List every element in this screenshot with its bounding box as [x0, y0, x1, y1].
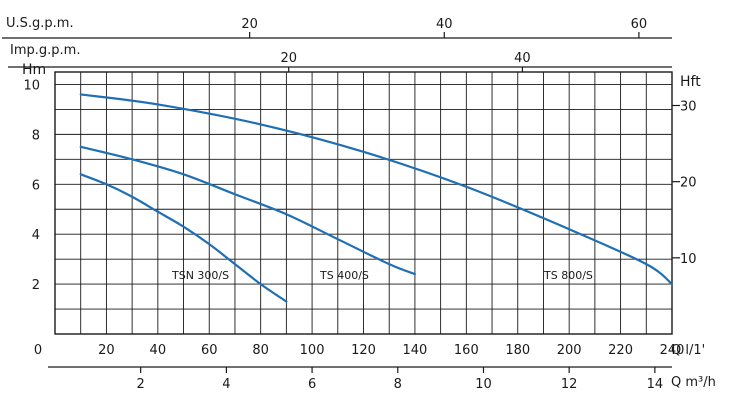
curve-label-ts800: TS 800/S	[543, 269, 593, 282]
curve-ts-400-s	[79, 145, 417, 276]
y-left-axis-label: Hm	[22, 62, 46, 78]
y-left-tick-label: 4	[32, 228, 40, 243]
x-lmin-tick-label: 180	[505, 343, 530, 358]
y-left-tick-label: 10	[23, 78, 40, 93]
x-lmin-tick-label: 160	[454, 343, 479, 358]
x-lmin-tick-label: 60	[201, 343, 218, 358]
x-lmin-ticks: 0 20 40 60 80 100 120 140 160 180 200 220 240	[34, 343, 685, 358]
y-left-tick-label: 2	[32, 278, 40, 293]
x-m3h-ticks: 2 4 6 8 10 12 14	[137, 367, 664, 392]
usgpm-axis-label: U.S.g.p.m.	[6, 16, 74, 31]
usgpm-ticks: 20 40 60	[241, 17, 647, 38]
x-lmin-tick-label: 40	[150, 343, 167, 358]
plot-frame	[54, 71, 673, 335]
usgpm-tick-label: 60	[631, 17, 648, 32]
usgpm-tick-label: 20	[241, 17, 258, 32]
y-right-axis-label: Hft	[680, 74, 701, 90]
chart-grid	[55, 72, 672, 334]
impgpm-axis-label: Imp.g.p.m.	[10, 43, 80, 58]
x-lmin-tick-label: 140	[403, 343, 428, 358]
x-lmin-tick-label: 20	[98, 343, 115, 358]
y-right-tick-label: 30	[680, 100, 697, 115]
x-m3h-tick-label: 4	[222, 377, 230, 392]
x-lmin-tick-label: 200	[557, 343, 582, 358]
x-lmin-tick-label: 100	[300, 343, 325, 358]
x-lmin-tick-label: 0	[34, 343, 42, 358]
y-right-tick-label: 10	[680, 252, 697, 267]
x-m3h-tick-label: 8	[394, 377, 402, 392]
x-m3h-axis-label: Q m³/h	[671, 375, 716, 390]
x-lmin-tick-label: 80	[252, 343, 269, 358]
x-m3h-tick-label: 14	[647, 377, 664, 392]
y-left-tick-label: 6	[32, 178, 40, 193]
curve-label-ts400: TS 400/S	[319, 269, 369, 282]
y-left-tick-label: 8	[32, 128, 40, 143]
y-right-tick-label: 20	[680, 176, 697, 191]
x-m3h-tick-label: 10	[475, 377, 492, 392]
x-m3h-tick-label: 2	[137, 377, 145, 392]
x-lmin-tick-label: 220	[608, 343, 633, 358]
y-right-ticks: 10 20 30	[672, 100, 697, 267]
x-lmin-axis-label: Q l/1'	[671, 343, 705, 358]
usgpm-tick-label: 40	[436, 17, 453, 32]
x-lmin-tick-label: 120	[351, 343, 376, 358]
pump-curves	[79, 93, 674, 303]
y-left-ticks: 2 4 6 8 10	[23, 78, 40, 293]
x-lmin-tick-label: 240	[660, 343, 685, 358]
curve-label-tsn300: TSN 300/S	[171, 269, 229, 282]
impgpm-ticks: 20 40	[280, 51, 531, 72]
curve-tsn-300-s	[79, 173, 288, 303]
impgpm-tick-label: 40	[514, 51, 531, 66]
impgpm-tick-label: 20	[280, 51, 297, 66]
x-m3h-tick-label: 6	[308, 377, 316, 392]
x-m3h-tick-label: 12	[561, 377, 578, 392]
curve-ts-800-s	[79, 93, 674, 286]
